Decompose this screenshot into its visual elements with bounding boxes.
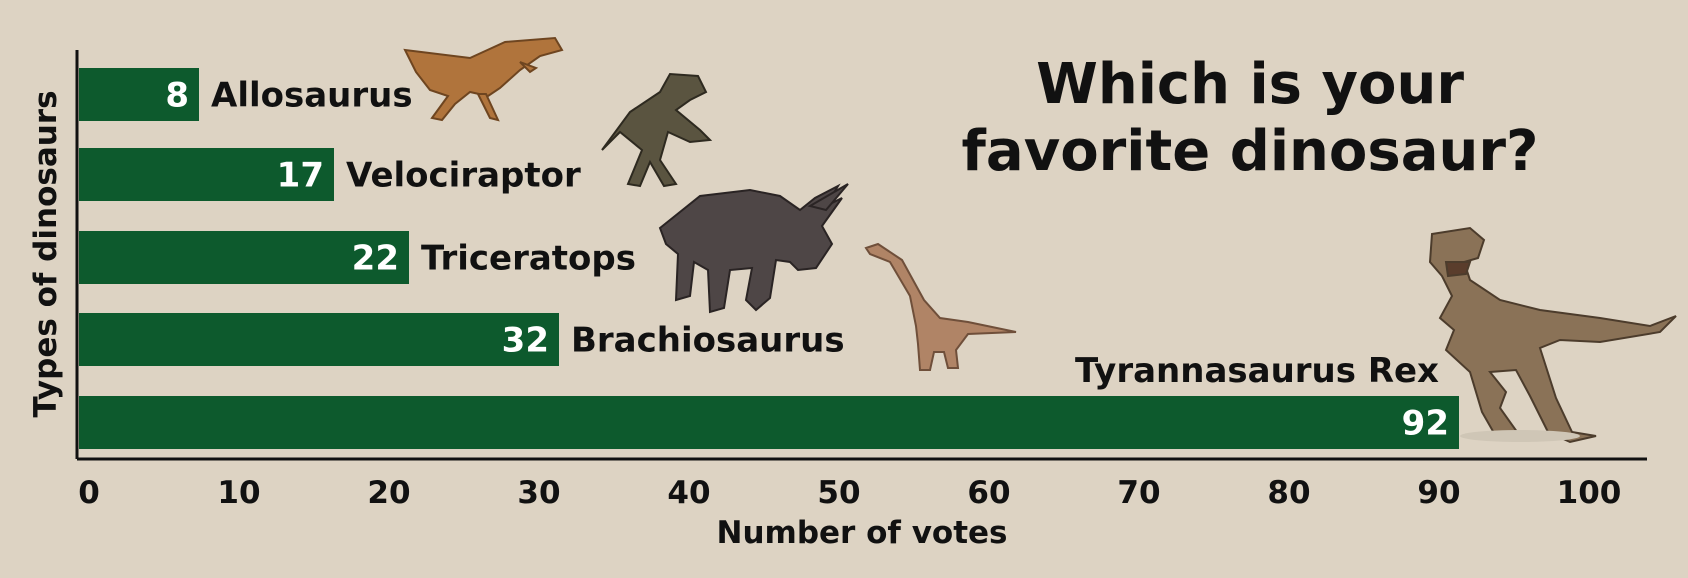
x-tick-label-20: 20 [367, 475, 410, 511]
bar-allosaurus [79, 68, 199, 121]
velociraptor-illustration [601, 72, 713, 188]
value-label-allosaurus: 8 [165, 76, 189, 116]
tyrannosaurus-illustration [1428, 226, 1677, 444]
category-labels-group: Allosaurus Velociraptor Triceratops Brachio… [211, 76, 1439, 392]
category-label-brachiosaurus: Brachiosaurus [571, 321, 845, 361]
category-label-tyrannasaurus-rex: Tyrannasaurus Rex [1075, 351, 1439, 391]
chart-title-line-2: favorite dinosaur? [962, 119, 1539, 184]
x-tick-label-0: 0 [78, 475, 100, 511]
x-tick-label-50: 50 [817, 475, 860, 511]
y-axis-title: Types of dinosaurs [28, 90, 64, 417]
x-tick-label-30: 30 [517, 475, 560, 511]
x-tick-label-40: 40 [667, 475, 710, 511]
category-label-triceratops: Triceratops [421, 239, 636, 279]
chart-title-line-1: Which is your [1036, 52, 1464, 117]
x-axis-title: Number of votes [717, 515, 1008, 551]
category-label-allosaurus: Allosaurus [211, 76, 413, 116]
bar-tyrannasaurus-rex [79, 396, 1459, 449]
bars-group [79, 68, 1459, 449]
x-tick-label-70: 70 [1117, 475, 1160, 511]
x-tick-label-60: 60 [967, 475, 1010, 511]
value-label-velociraptor: 17 [277, 156, 324, 196]
value-labels-group: 8 17 22 32 92 [165, 76, 1449, 444]
value-label-brachiosaurus: 32 [502, 321, 549, 361]
x-tick-label-90: 90 [1417, 475, 1460, 511]
category-label-velociraptor: Velociraptor [346, 156, 581, 196]
bar-triceratops [79, 231, 409, 284]
allosaurus-illustration [403, 36, 564, 122]
bar-brachiosaurus [79, 313, 559, 366]
value-label-triceratops: 22 [352, 239, 399, 279]
x-tick-label-100: 100 [1557, 475, 1622, 511]
x-tick-label-10: 10 [217, 475, 260, 511]
brachiosaurus-illustration [864, 242, 1017, 371]
x-ticks-group: 0 10 20 30 40 50 60 70 80 90 100 [78, 475, 1621, 511]
bar-velociraptor [79, 148, 334, 201]
x-tick-label-80: 80 [1267, 475, 1310, 511]
triceratops-illustration [658, 183, 849, 314]
value-label-tyrannasaurus-rex: 92 [1402, 404, 1449, 444]
